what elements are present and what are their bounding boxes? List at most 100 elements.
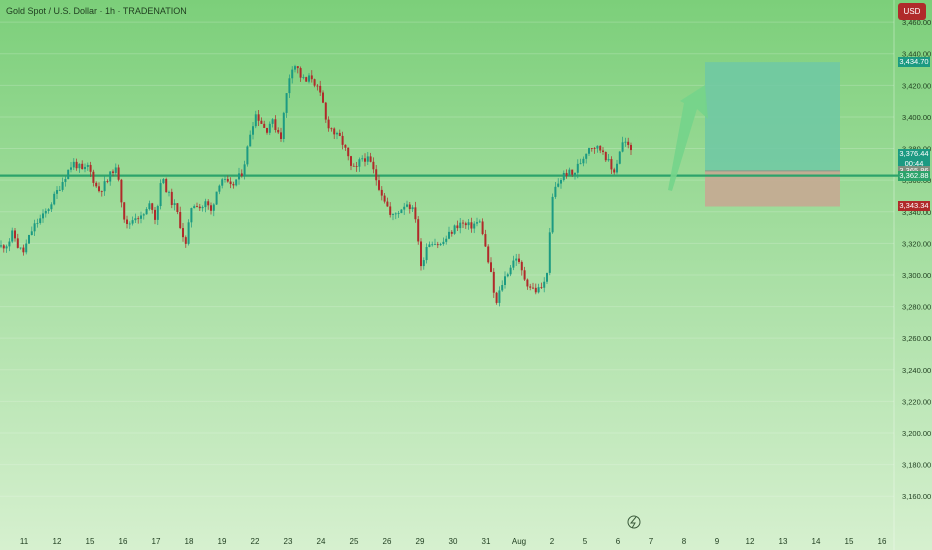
candle-body [212,204,215,211]
candle-body [333,128,336,135]
candle-body [61,182,64,190]
target-zone [705,62,840,171]
candle-body [375,169,378,181]
x-tick-label: Aug [512,537,526,546]
candle-body [159,183,162,207]
candle-body [89,164,92,172]
candle-body [344,144,347,148]
candle-body [450,231,453,234]
candle-body [585,153,588,159]
candle-body [338,132,341,136]
candle-body [548,232,551,273]
candle-body [336,132,338,135]
x-tick-label: 9 [715,537,720,546]
candle-body [165,179,168,193]
candle-body [201,207,204,209]
x-axis: 11 12 15 16 17 18 19 22 23 24 25 26 29 30 31 Aug 2 5 6 7 8 9 1… [20,537,887,546]
x-tick-label: 18 [185,537,194,546]
candle-body [624,141,627,143]
candle-body [515,258,518,261]
candle-body [106,181,109,182]
candle-body [299,68,302,78]
candle-body [145,209,148,215]
candle-body [453,225,456,234]
candle-body [30,231,33,236]
y-tick-label: 3,360.00 [902,176,931,185]
candle-body [221,179,224,186]
candle-body [39,218,42,223]
candle-body [19,247,22,249]
candle-body [392,214,394,215]
x-tick-label: 15 [86,537,95,546]
candle-body [380,189,383,196]
candle-body [618,151,621,164]
candle-body [56,190,58,194]
candle-body [582,158,585,164]
candle-body [397,213,400,214]
candle-body [394,213,397,215]
candle-body [215,191,218,205]
candle-body [285,93,288,113]
candle-body [506,274,509,277]
candle-body [151,203,154,210]
y-tick-label: 3,240.00 [902,366,931,375]
candle-body [316,85,319,87]
candle-body [372,161,375,170]
candle-body [210,205,212,211]
candle-body [478,221,481,223]
candle-body [274,119,277,130]
y-tick-label: 3,320.00 [902,239,931,248]
candle-body [75,161,78,169]
y-tick-label: 3,220.00 [902,397,931,406]
candle-body [369,156,372,162]
candle-body [526,279,529,287]
candle-body [193,206,196,209]
position-zones [705,62,840,207]
candle-body [523,270,526,280]
candle-body [72,161,75,168]
y-tick-label: 3,340.00 [902,208,931,217]
candle-body [112,171,114,173]
candle-body [235,179,238,186]
x-tick-label: 19 [218,537,227,546]
candle-body [504,276,506,286]
candle-body [571,169,574,175]
session-break-icon[interactable] [627,515,641,529]
support-level-tag: 3,362.88 [898,170,930,181]
candle-body [408,204,411,210]
candle-body [425,247,428,261]
candle-body [78,163,81,169]
candle-body [238,173,240,180]
y-tick-label: 3,300.00 [902,271,931,280]
stop-price-tag: 3,343.34 [898,201,930,212]
candle-body [554,186,557,197]
candle-body [422,260,425,267]
candle-body [187,222,190,244]
candle-body [627,141,630,145]
candle-body [621,142,624,152]
candle-body [156,206,159,220]
candle-body [226,178,229,182]
candle-body [529,286,532,288]
candle-body [198,206,201,209]
candle-body [240,173,243,176]
candle-body [361,158,364,160]
currency-button[interactable]: USD [898,3,926,20]
candle-body [546,272,548,282]
candle-body [456,225,459,229]
candle-body [557,183,560,187]
y-tick-label: 3,460.00 [902,18,931,27]
y-tick-label: 3,380.00 [902,145,931,154]
candle-body [448,231,450,239]
x-tick-label: 22 [251,537,260,546]
candle-body [168,191,170,193]
candle-body [464,223,467,226]
candle-body [576,163,579,173]
x-tick-label: 15 [845,537,854,546]
candle-body [518,258,520,262]
candle-body [630,144,632,151]
candle-body [604,151,607,161]
candle-body [123,202,126,220]
